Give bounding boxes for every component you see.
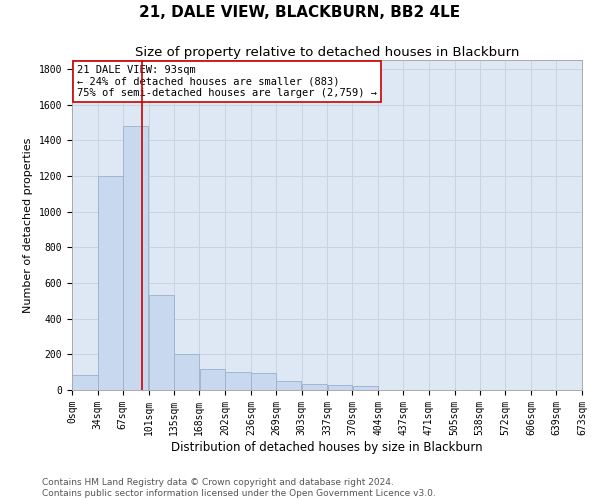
Text: 21, DALE VIEW, BLACKBURN, BB2 4LE: 21, DALE VIEW, BLACKBURN, BB2 4LE <box>139 5 461 20</box>
Bar <box>328 384 352 390</box>
Bar <box>225 372 251 390</box>
Bar <box>276 381 301 390</box>
Text: 21 DALE VIEW: 93sqm
← 24% of detached houses are smaller (883)
75% of semi-detac: 21 DALE VIEW: 93sqm ← 24% of detached ho… <box>77 65 377 98</box>
Bar <box>199 370 225 390</box>
Y-axis label: Number of detached properties: Number of detached properties <box>23 138 33 312</box>
Bar <box>72 375 98 390</box>
Bar <box>302 384 327 390</box>
Bar <box>123 126 148 390</box>
Title: Size of property relative to detached houses in Blackburn: Size of property relative to detached ho… <box>135 46 519 59</box>
Bar <box>353 386 378 390</box>
Bar <box>175 354 199 390</box>
Bar <box>98 176 122 390</box>
Bar <box>149 296 174 390</box>
Bar <box>251 373 275 390</box>
Text: Contains HM Land Registry data © Crown copyright and database right 2024.
Contai: Contains HM Land Registry data © Crown c… <box>42 478 436 498</box>
X-axis label: Distribution of detached houses by size in Blackburn: Distribution of detached houses by size … <box>171 440 483 454</box>
